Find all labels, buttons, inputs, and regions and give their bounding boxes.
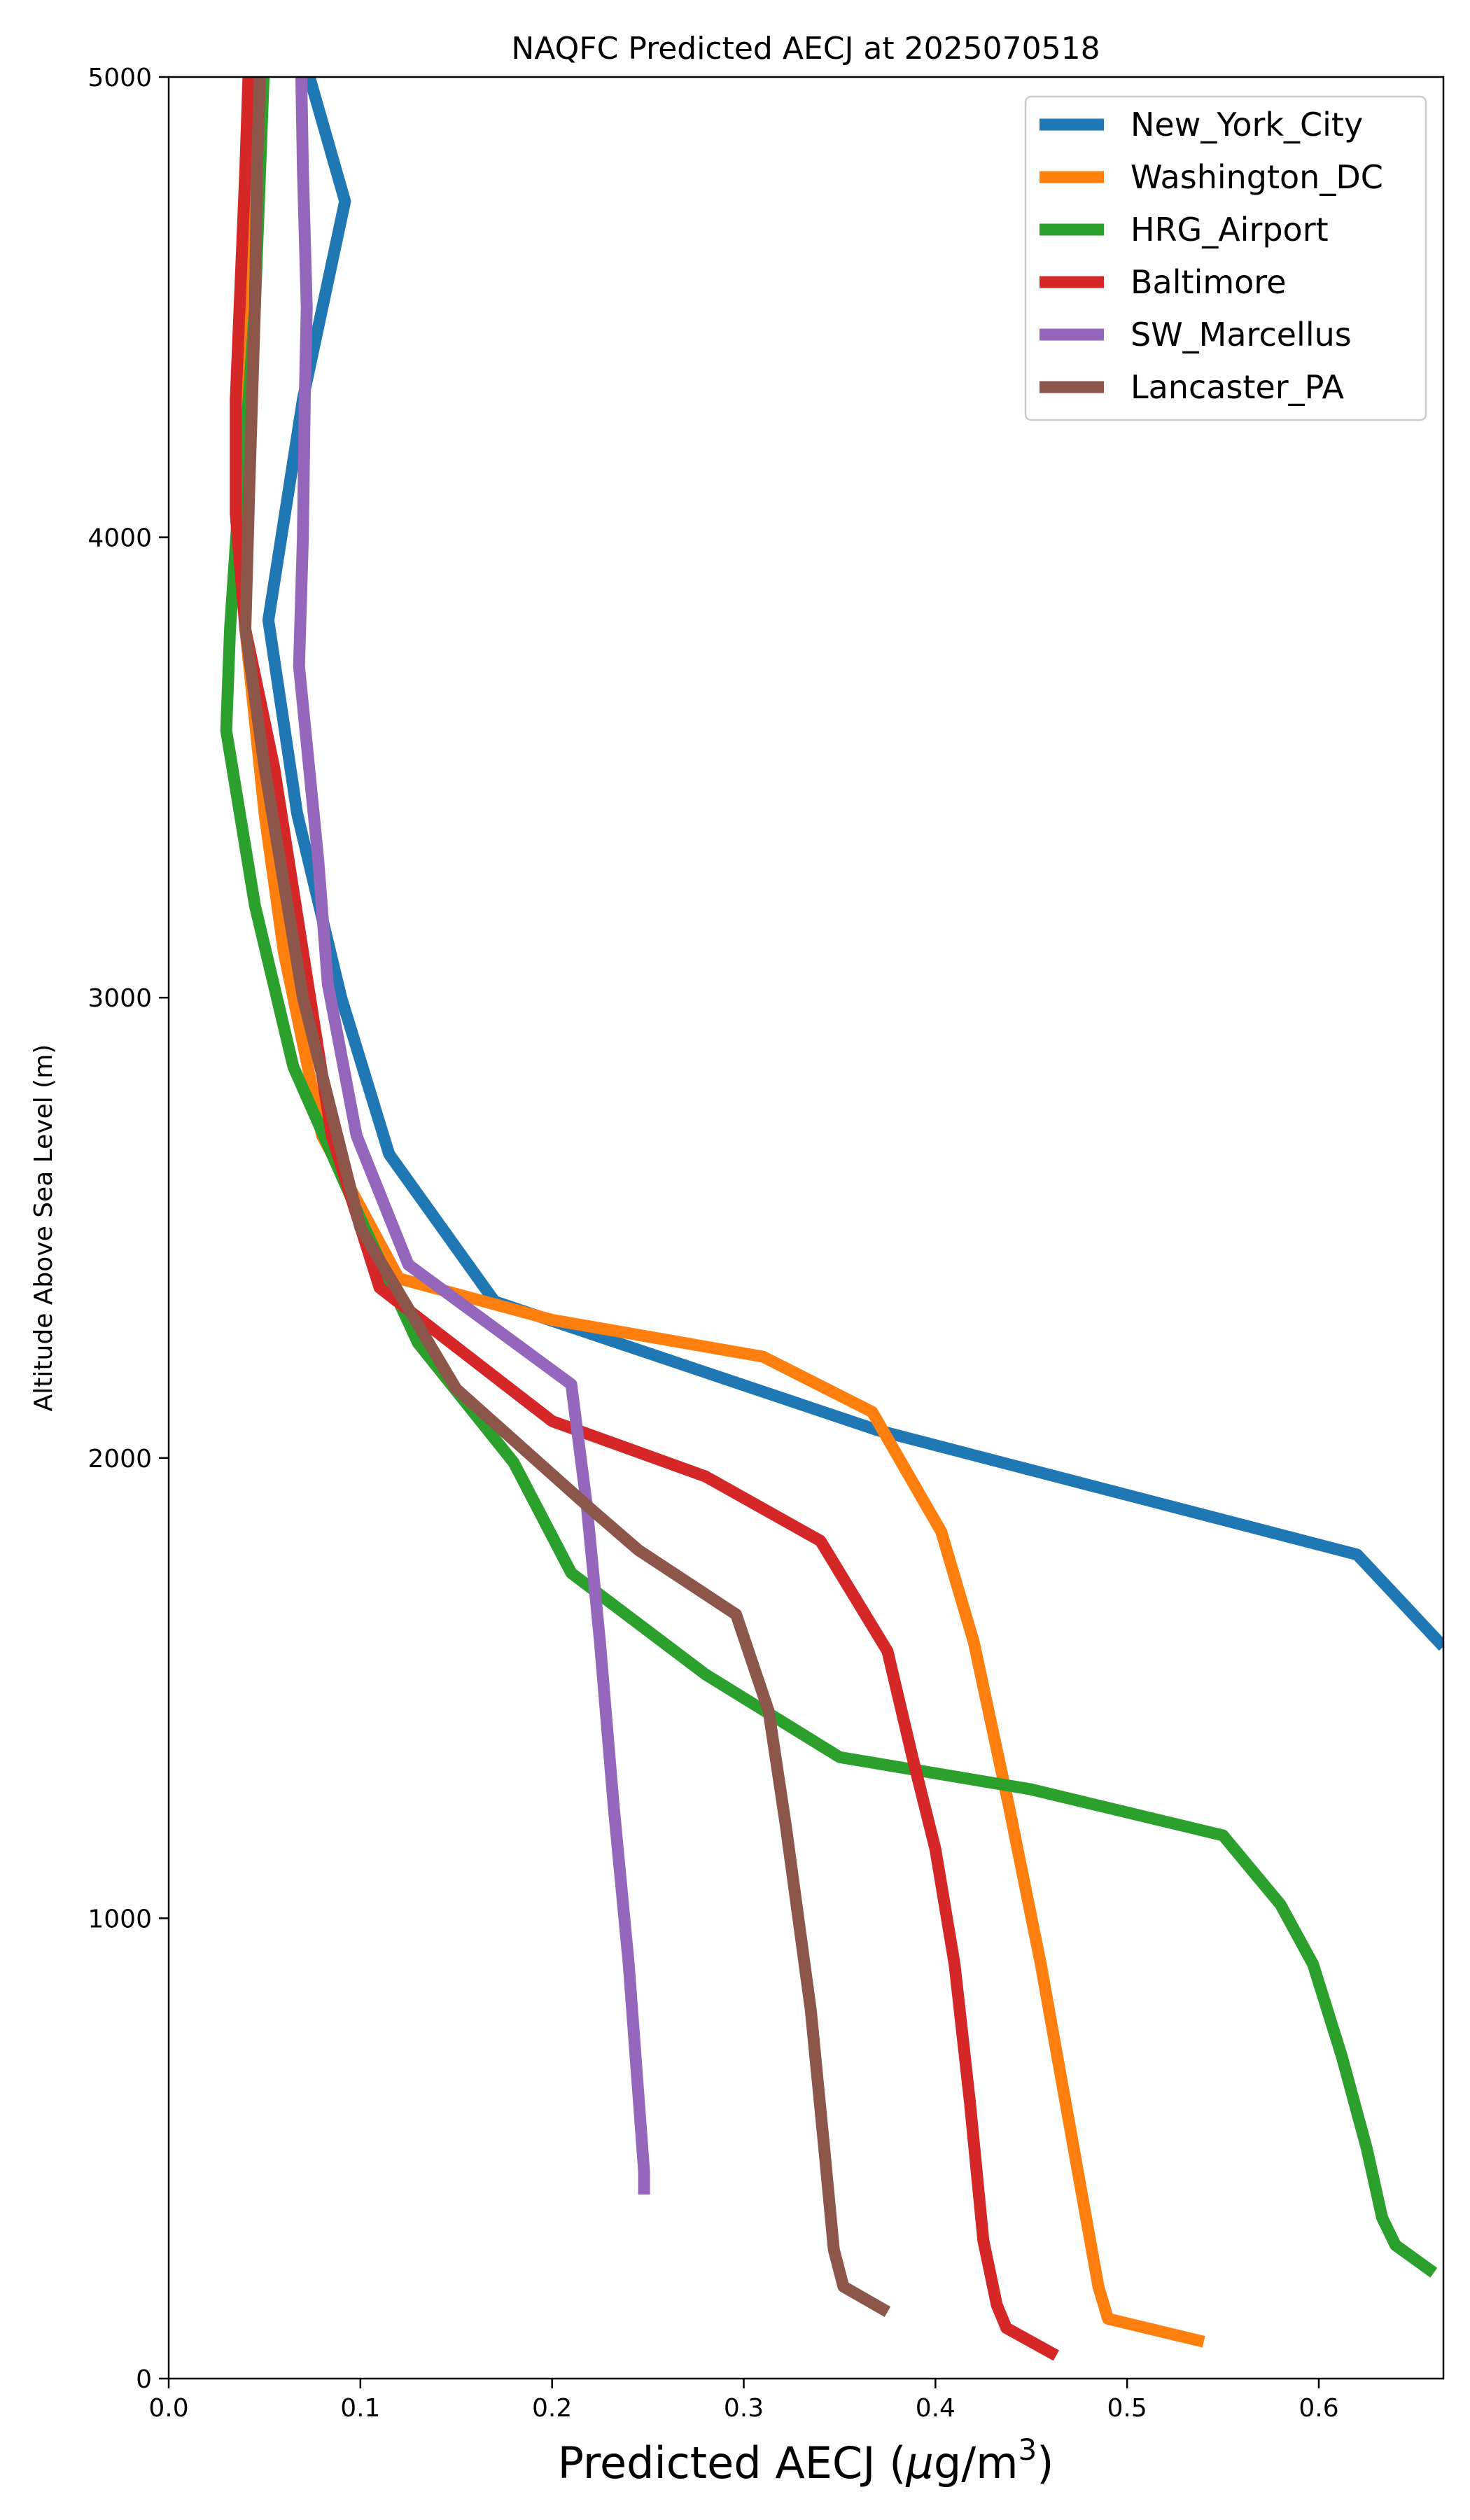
y-axis-label: Altitude Above Sea Level (m) xyxy=(29,1044,58,1412)
plot-frame xyxy=(167,76,1445,2380)
legend-label: Lancaster_PA xyxy=(1130,368,1344,406)
series-group xyxy=(220,77,1443,2361)
y-tick-label: 5000 xyxy=(88,64,152,92)
legend-items: New_York_City Washington_DC HRG_Airport Bal… xyxy=(1040,106,1383,406)
legend-label: Baltimore xyxy=(1130,263,1287,301)
x-tick-label: 0.2 xyxy=(532,2394,572,2423)
series-line-baltimore xyxy=(230,77,1060,2361)
series-line-sw-marcellus xyxy=(293,77,650,2194)
x-tick-label: 0.1 xyxy=(340,2394,380,2423)
series-line-lancaster-pa xyxy=(239,77,891,2317)
x-axis-label-close: ) xyxy=(1037,2437,1054,2488)
x-tick-label: 0.4 xyxy=(916,2394,955,2423)
x-tick-label: 0.3 xyxy=(724,2394,764,2423)
x-axis-ticks: 0.0 0.1 0.2 0.3 0.4 0.5 0.6 xyxy=(148,2379,1339,2423)
y-tick-label: 1000 xyxy=(88,1905,152,1933)
legend: New_York_City Washington_DC HRG_Airport Bal… xyxy=(1024,95,1427,421)
chart-title: NAQFC Predicted AECJ at 2025070518 xyxy=(511,31,1100,66)
legend-label: New_York_City xyxy=(1130,106,1363,144)
y-tick-label: 3000 xyxy=(88,984,152,1013)
y-tick-label: 4000 xyxy=(88,524,152,553)
y-tick-label: 2000 xyxy=(88,1445,152,1474)
x-tick-label: 0.0 xyxy=(148,2394,188,2423)
legend-label: Washington_DC xyxy=(1130,158,1383,196)
series-line-hrg-airport xyxy=(220,77,1438,2278)
y-tick-label: 0 xyxy=(136,2365,152,2394)
y-axis-ticks: 0 1000 2000 3000 4000 5000 xyxy=(88,64,169,2394)
x-tick-label: 0.5 xyxy=(1107,2394,1147,2423)
x-axis-label-mu: μ xyxy=(905,2437,933,2488)
x-tick-label: 0.6 xyxy=(1298,2394,1338,2423)
legend-box xyxy=(1024,95,1427,421)
series-line-new-york-city xyxy=(262,77,1443,1651)
x-axis-label-unit: g/m xyxy=(934,2437,1018,2488)
x-axis-label-sup: 3 xyxy=(1018,2432,1037,2467)
legend-label: HRG_Airport xyxy=(1130,211,1329,248)
x-axis-label-main: Predicted AECJ ( xyxy=(558,2437,906,2488)
legend-label: SW_Marcellus xyxy=(1130,316,1352,354)
x-axis-label: Predicted AECJ (μg/m3) xyxy=(558,2432,1054,2488)
